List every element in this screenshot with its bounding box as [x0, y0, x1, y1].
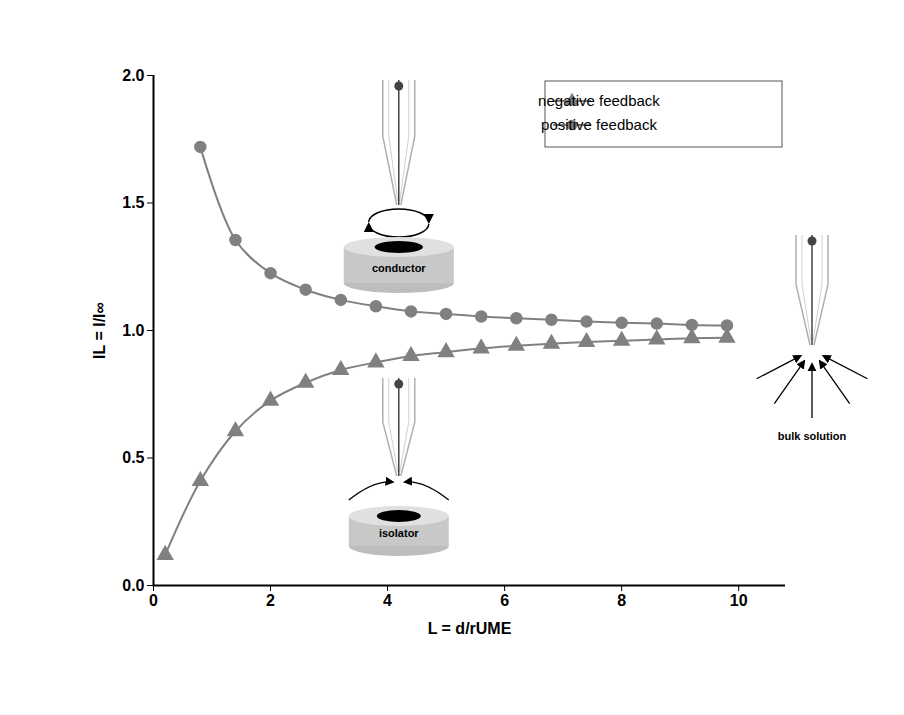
svg-text:2: 2: [266, 592, 275, 609]
svg-text:negative feedback: negative feedback: [538, 92, 660, 109]
svg-text:0: 0: [149, 592, 158, 609]
svg-text:0.0: 0.0: [122, 577, 144, 594]
svg-text:1.0: 1.0: [122, 322, 144, 339]
svg-text:8: 8: [617, 592, 626, 609]
svg-text:0.5: 0.5: [122, 449, 144, 466]
svg-text:2.0: 2.0: [122, 67, 144, 84]
svg-text:bulk solution: bulk solution: [778, 430, 847, 442]
svg-text:conductor: conductor: [372, 262, 426, 274]
svg-text:isolator: isolator: [379, 527, 419, 539]
svg-text:6: 6: [500, 592, 509, 609]
svg-text:IL = I/I∞: IL = I/I∞: [91, 302, 108, 359]
svg-text:10: 10: [730, 592, 748, 609]
svg-text:1.5: 1.5: [122, 194, 144, 211]
svg-text:L = d/rUME: L = d/rUME: [428, 620, 512, 637]
svg-text:4: 4: [383, 592, 392, 609]
svg-text:positive feedback: positive feedback: [541, 116, 657, 133]
